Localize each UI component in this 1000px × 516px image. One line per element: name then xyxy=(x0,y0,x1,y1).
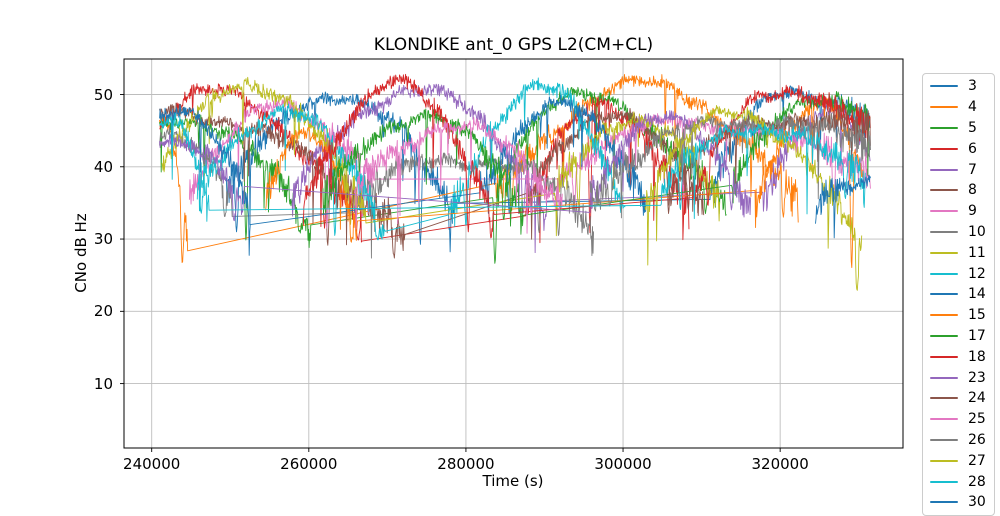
legend: 3 4 5 6 7 8 9 10 11 12 14 15 17 18 23 24 25 26 27 28 30 xyxy=(922,73,995,516)
legend-item-23: 23 xyxy=(923,367,994,388)
legend-line-swatch xyxy=(930,418,958,421)
legend-label: 28 xyxy=(968,473,986,490)
x-tick-label: 240000 xyxy=(123,455,181,473)
legend-line-swatch xyxy=(930,230,958,233)
legend-label: 14 xyxy=(968,286,986,303)
chart-title: KLONDIKE ant_0 GPS L2(CM+CL) xyxy=(373,35,654,55)
legend-line-swatch xyxy=(930,85,958,88)
legend-item-7: 7 xyxy=(923,159,994,180)
legend-label: 10 xyxy=(968,223,986,240)
legend-item-6: 6 xyxy=(923,138,994,159)
legend-label: 7 xyxy=(968,161,977,178)
legend-line-swatch xyxy=(930,334,958,337)
legend-item-27: 27 xyxy=(923,450,994,471)
legend-label: 4 xyxy=(968,99,977,116)
legend-item-4: 4 xyxy=(923,97,994,118)
legend-line-swatch xyxy=(930,438,958,441)
legend-line-swatch xyxy=(930,314,958,317)
legend-label: 27 xyxy=(968,452,986,469)
legend-item-30: 30 xyxy=(923,492,994,513)
legend-line-swatch xyxy=(930,106,958,109)
legend-label: 12 xyxy=(968,265,986,282)
legend-line-swatch xyxy=(930,272,958,275)
legend-label: 3 xyxy=(968,78,977,95)
y-tick-label: 30 xyxy=(93,230,113,249)
x-tick-label: 280000 xyxy=(437,455,495,473)
legend-label: 11 xyxy=(968,244,986,261)
legend-item-9: 9 xyxy=(923,201,994,222)
legend-line-swatch xyxy=(930,480,958,483)
legend-label: 6 xyxy=(968,140,977,157)
legend-item-14: 14 xyxy=(923,284,994,305)
legend-label: 26 xyxy=(968,431,986,448)
x-tick-label: 320000 xyxy=(751,455,809,473)
legend-label: 25 xyxy=(968,411,986,428)
legend-line-swatch xyxy=(930,251,958,254)
x-tick-label: 260000 xyxy=(280,455,338,473)
legend-item-3: 3 xyxy=(923,76,994,97)
legend-label: 18 xyxy=(968,348,986,365)
legend-label: 5 xyxy=(968,119,977,136)
legend-line-swatch xyxy=(930,376,958,379)
legend-item-12: 12 xyxy=(923,263,994,284)
legend-item-8: 8 xyxy=(923,180,994,201)
legend-label: 8 xyxy=(968,182,977,199)
legend-label: 15 xyxy=(968,307,986,324)
legend-label: 17 xyxy=(968,327,986,344)
legend-item-11: 11 xyxy=(923,242,994,263)
legend-label: 23 xyxy=(968,369,986,386)
legend-line-swatch xyxy=(930,126,958,129)
legend-line-swatch xyxy=(930,459,958,462)
legend-label: 30 xyxy=(968,494,986,511)
legend-line-swatch xyxy=(930,147,958,150)
legend-item-10: 10 xyxy=(923,222,994,243)
y-axis-label: CNo dB Hz xyxy=(72,213,90,293)
legend-item-5: 5 xyxy=(923,118,994,139)
y-tick-label: 10 xyxy=(93,374,113,393)
x-tick-label: 300000 xyxy=(594,455,652,473)
legend-item-26: 26 xyxy=(923,430,994,451)
legend-item-18: 18 xyxy=(923,346,994,367)
y-tick-label: 50 xyxy=(93,85,113,104)
legend-line-swatch xyxy=(930,501,958,504)
legend-line-swatch xyxy=(930,189,958,192)
legend-item-15: 15 xyxy=(923,305,994,326)
legend-item-25: 25 xyxy=(923,409,994,430)
legend-line-swatch xyxy=(930,168,958,171)
y-tick-label: 20 xyxy=(93,302,113,321)
legend-item-24: 24 xyxy=(923,388,994,409)
legend-item-28: 28 xyxy=(923,471,994,492)
legend-label: 24 xyxy=(968,390,986,407)
legend-line-swatch xyxy=(930,293,958,296)
legend-label: 9 xyxy=(968,203,977,220)
legend-line-swatch xyxy=(930,397,958,400)
legend-item-17: 17 xyxy=(923,326,994,347)
legend-line-swatch xyxy=(930,355,958,358)
plot-canvas xyxy=(0,0,1000,500)
x-axis-label: Time (s) xyxy=(482,472,544,490)
legend-line-swatch xyxy=(930,210,958,213)
y-tick-label: 40 xyxy=(93,157,113,176)
